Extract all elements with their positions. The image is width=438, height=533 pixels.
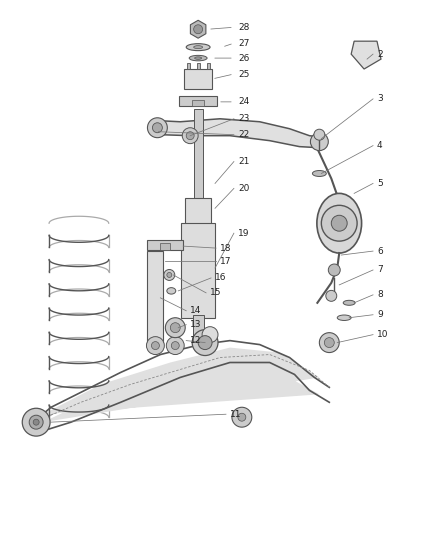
- Circle shape: [202, 327, 218, 343]
- Bar: [160, 243, 170, 250]
- Text: 21: 21: [238, 157, 249, 166]
- Circle shape: [192, 330, 218, 356]
- Circle shape: [324, 337, 334, 348]
- Bar: [184, 69, 212, 89]
- Ellipse shape: [343, 300, 355, 305]
- Bar: [181, 223, 215, 318]
- Polygon shape: [351, 41, 381, 69]
- Ellipse shape: [337, 315, 351, 320]
- Circle shape: [194, 25, 203, 34]
- Polygon shape: [160, 119, 318, 148]
- Text: 28: 28: [238, 23, 249, 32]
- Bar: [179, 96, 217, 106]
- Circle shape: [166, 337, 184, 354]
- Circle shape: [22, 408, 50, 436]
- Circle shape: [331, 215, 347, 231]
- Bar: [148, 251, 163, 343]
- Text: 16: 16: [215, 273, 226, 282]
- Bar: [148, 240, 183, 250]
- Circle shape: [152, 342, 159, 350]
- Text: 15: 15: [210, 288, 222, 297]
- Ellipse shape: [317, 193, 362, 253]
- Polygon shape: [43, 348, 319, 422]
- Circle shape: [148, 118, 167, 138]
- Circle shape: [328, 264, 340, 276]
- Text: 6: 6: [377, 247, 383, 256]
- Circle shape: [186, 132, 194, 140]
- Circle shape: [164, 270, 175, 280]
- Ellipse shape: [312, 171, 326, 176]
- Circle shape: [182, 128, 198, 144]
- Circle shape: [198, 336, 212, 350]
- Text: 7: 7: [377, 265, 383, 274]
- Text: 20: 20: [238, 184, 249, 193]
- Circle shape: [29, 415, 43, 429]
- Ellipse shape: [194, 57, 201, 59]
- Text: 24: 24: [238, 98, 249, 107]
- Text: 10: 10: [377, 330, 389, 339]
- Circle shape: [170, 322, 180, 333]
- Circle shape: [232, 407, 252, 427]
- Circle shape: [33, 419, 39, 425]
- Text: 9: 9: [377, 310, 383, 319]
- Text: 25: 25: [238, 69, 249, 78]
- Text: 14: 14: [190, 306, 201, 315]
- Text: 17: 17: [220, 256, 232, 265]
- Text: 13: 13: [190, 320, 201, 329]
- Circle shape: [152, 123, 162, 133]
- Ellipse shape: [167, 288, 176, 294]
- Bar: [192, 100, 204, 106]
- Circle shape: [146, 337, 164, 354]
- Circle shape: [167, 272, 172, 278]
- Bar: [185, 198, 211, 228]
- Circle shape: [321, 205, 357, 241]
- Circle shape: [311, 133, 328, 151]
- Bar: [197, 63, 200, 69]
- Bar: [194, 109, 203, 203]
- Text: 5: 5: [377, 179, 383, 188]
- Text: 11: 11: [230, 410, 241, 419]
- Text: 8: 8: [377, 290, 383, 300]
- Bar: [193, 315, 204, 343]
- Ellipse shape: [189, 55, 207, 61]
- Text: 12: 12: [190, 336, 201, 345]
- Ellipse shape: [186, 44, 210, 51]
- Text: 26: 26: [238, 54, 249, 62]
- Circle shape: [319, 333, 339, 352]
- Circle shape: [165, 318, 185, 337]
- Ellipse shape: [194, 46, 203, 49]
- Text: 18: 18: [220, 244, 232, 253]
- Text: 19: 19: [238, 229, 249, 238]
- Text: 27: 27: [238, 39, 249, 47]
- Circle shape: [171, 342, 179, 350]
- Circle shape: [326, 290, 337, 301]
- Circle shape: [238, 413, 246, 421]
- Text: 22: 22: [238, 130, 249, 139]
- Text: 23: 23: [238, 114, 249, 123]
- Bar: [187, 63, 190, 69]
- Text: 2: 2: [377, 50, 383, 59]
- Circle shape: [314, 129, 325, 140]
- Bar: [207, 63, 209, 69]
- Text: 4: 4: [377, 141, 383, 150]
- Text: 3: 3: [377, 94, 383, 103]
